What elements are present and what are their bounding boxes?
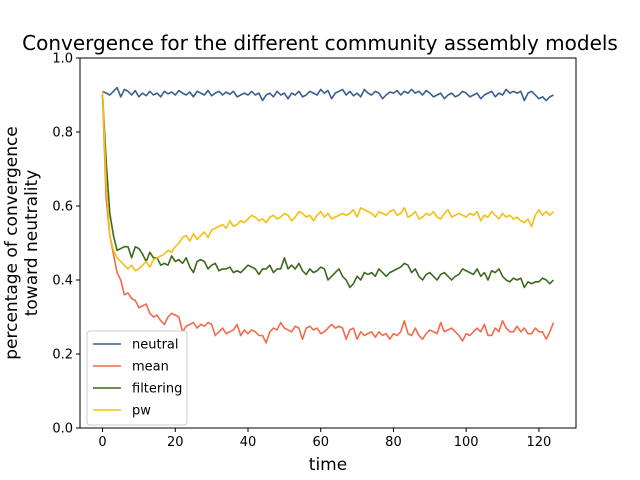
legend-label-mean: mean (132, 360, 169, 375)
y-axis-label-line2: toward neutrality (22, 170, 42, 317)
y-axis: 0.0 0.2 0.4 0.6 0.8 1.0 (52, 52, 80, 437)
x-axis: 0 20 40 60 80 100 120 (98, 428, 551, 450)
x-tick-label: 100 (454, 435, 479, 450)
series-line-pw (101, 91, 555, 272)
legend-label-neutral: neutral (132, 338, 179, 353)
y-tick-label: 0.0 (52, 422, 73, 437)
x-tick-label: 20 (167, 435, 184, 450)
y-tick-label: 0.2 (52, 348, 73, 363)
x-tick-label: 60 (312, 435, 329, 450)
x-axis-label: time (309, 455, 347, 475)
y-axis-label-line1: percentage of convergence (2, 126, 22, 360)
x-tick-label: 80 (385, 435, 402, 450)
legend-label-pw: pw (132, 404, 151, 419)
y-axis-label-group: percentage of convergence toward neutral… (2, 126, 42, 360)
x-tick-label: 0 (98, 435, 106, 450)
x-tick-label: 40 (240, 435, 257, 450)
legend: neutral mean filtering pw (86, 330, 188, 426)
y-tick-label: 0.4 (52, 274, 73, 289)
chart-title: Convergence for the different community … (22, 31, 618, 55)
series-line-filtering (101, 94, 555, 289)
x-tick-label: 120 (526, 435, 551, 450)
legend-label-filtering: filtering (132, 382, 182, 397)
legend-box (86, 330, 188, 426)
y-tick-label: 1.0 (52, 52, 73, 67)
series-line-neutral (102, 86, 554, 102)
plot-frame (79, 57, 577, 429)
plot-area (101, 86, 555, 344)
series-line-mean (101, 94, 555, 344)
y-tick-label: 0.8 (52, 126, 73, 141)
y-tick-label: 0.6 (52, 200, 73, 215)
